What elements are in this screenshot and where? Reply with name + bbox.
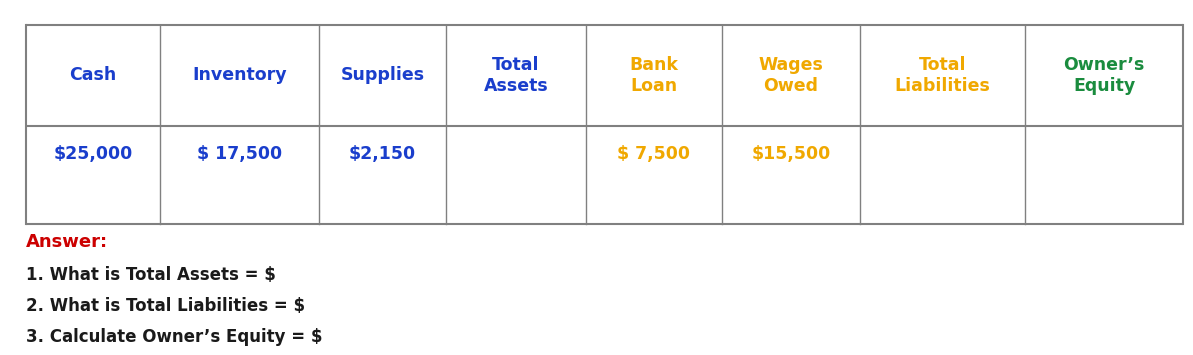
Text: 1. What is Total Assets = $: 1. What is Total Assets = $ bbox=[26, 266, 276, 284]
Text: 3. Calculate Owner’s Equity = $: 3. Calculate Owner’s Equity = $ bbox=[26, 328, 323, 346]
Text: Owner’s
Equity: Owner’s Equity bbox=[1063, 56, 1145, 95]
Text: Cash: Cash bbox=[69, 66, 117, 84]
Text: Wages
Owed: Wages Owed bbox=[759, 56, 823, 95]
Text: $ 17,500: $ 17,500 bbox=[197, 146, 282, 163]
Text: 2. What is Total Liabilities = $: 2. What is Total Liabilities = $ bbox=[26, 297, 305, 315]
Text: $15,500: $15,500 bbox=[752, 146, 830, 163]
Text: Bank
Loan: Bank Loan bbox=[630, 56, 678, 95]
Text: Inventory: Inventory bbox=[192, 66, 286, 84]
Text: Total
Assets: Total Assets bbox=[483, 56, 549, 95]
Text: Answer:: Answer: bbox=[26, 233, 109, 251]
Text: Supplies: Supplies bbox=[340, 66, 425, 84]
Text: Total
Liabilities: Total Liabilities bbox=[895, 56, 990, 95]
Text: $2,150: $2,150 bbox=[348, 146, 416, 163]
Text: $25,000: $25,000 bbox=[54, 146, 132, 163]
Text: $ 7,500: $ 7,500 bbox=[617, 146, 691, 163]
